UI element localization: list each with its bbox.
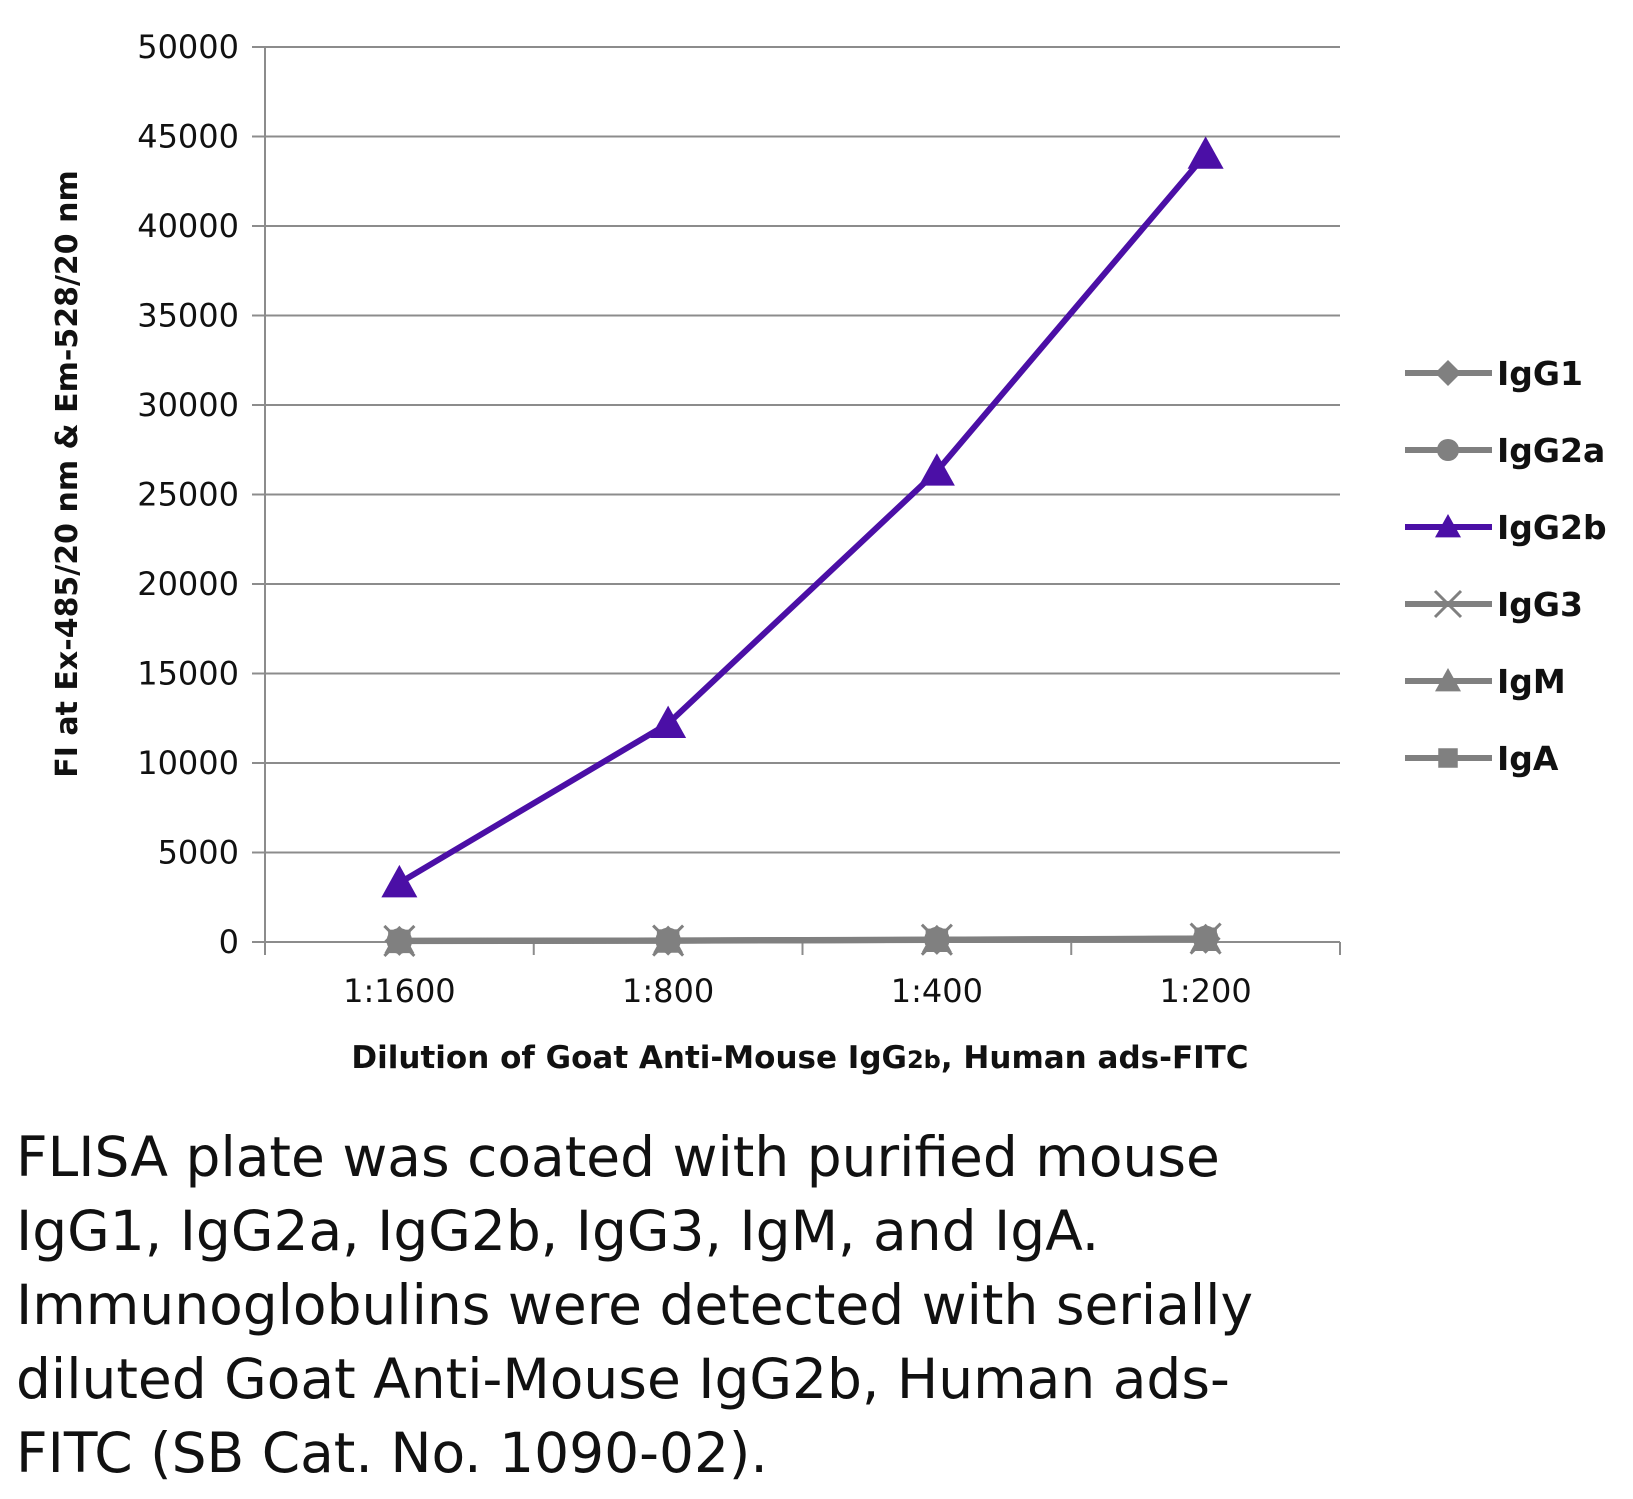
data-point-iga [925,928,949,952]
x-axis-label-tail: , Human ads-FITC [941,1040,1249,1076]
y-tick-label: 30000 [137,386,239,424]
x-axis-label: Dilution of Goat Anti-Mouse IgG2b, Human… [351,1040,1248,1076]
data-point-iga [1194,927,1217,951]
y-tick-label: 0 [219,923,239,961]
legend-item-igg1: IgG1 [1405,354,1583,393]
legend-item-igm: IgM [1405,662,1566,701]
data-point-igg2b [1187,136,1224,169]
x-tick-label: 1:200 [1160,972,1252,1010]
x-tick-label: 1:800 [622,972,714,1010]
x-axis-label-subscript: 2b [907,1046,941,1074]
y-tick-label: 50000 [137,28,239,66]
caption-line: FITC (SB Cat. No. 1090-02). [16,1421,768,1485]
caption-line: Immunoglobulins were detected with seria… [16,1273,1254,1337]
series-line-iga [396,935,1209,944]
series-iga [388,927,1217,953]
x-axis-label-main: Dilution of Goat Anti-Mouse IgG [351,1040,907,1076]
data-point-iga [656,929,680,952]
legend-item-igg2a: IgG2a [1405,431,1605,470]
y-tick-label: 25000 [137,476,239,514]
y-axis-label: FI at Ex-485/20 nm & Em-528/20 nm [50,170,85,777]
gridlines [252,46,1340,943]
y-tick-label: 5000 [158,834,239,872]
legend-marker-igg3 [1433,589,1463,619]
series-line-igg2b [396,151,1209,886]
legend-item-iga: IgA [1405,739,1559,778]
legend-marker-igg2a [1436,438,1460,462]
legend-label-igg2b: IgG2b [1497,508,1607,547]
figure-caption: FLISA plate was coated with purified mou… [16,1120,1616,1490]
legend-marker-igm [1435,668,1461,692]
x-tick-labels: 1:1600 1:800 1:400 1:200 [343,972,1252,1010]
data-point-igg2b [650,705,687,739]
legend-marker-iga [1438,748,1458,768]
caption-line: FLISA plate was coated with purified mou… [16,1125,1220,1189]
legend-label-igg1: IgG1 [1497,354,1583,393]
marker-stroke [1433,589,1463,619]
legend-label-igg3: IgG3 [1497,585,1583,624]
y-tick-label: 40000 [137,207,239,245]
legend-label-iga: IgA [1497,739,1559,778]
series-lines [381,136,1224,957]
caption-line: diluted Goat Anti-Mouse IgG2b, Human ads… [16,1347,1230,1411]
legend: IgG1 IgG2a IgG2b IgG3 IgM IgA [1405,354,1607,778]
y-tick-labels: 0 5000 10000 15000 20000 25000 30000 35000 40000… [137,28,239,961]
x-tick-label: 1:400 [891,972,983,1010]
legend-label-igm: IgM [1497,662,1566,701]
legend-marker-igg1 [1435,360,1461,386]
y-tick-label: 15000 [137,655,239,693]
data-point-iga [388,929,411,953]
y-tick-label: 20000 [137,565,239,603]
x-tick-label: 1:1600 [343,972,456,1010]
legend-marker-igg2b [1435,514,1461,538]
legend-item-igg2b: IgG2b [1405,508,1607,547]
y-tick-label: 35000 [137,297,239,335]
legend-item-igg3: IgG3 [1405,585,1583,624]
caption-line: IgG1, IgG2a, IgG2b, IgG3, IgM, and IgA. [16,1199,1100,1263]
y-tick-label: 45000 [137,118,239,156]
y-tick-label: 10000 [137,744,239,782]
data-point-igg2b [381,864,418,898]
elisa-line-chart: 0 5000 10000 15000 20000 25000 30000 35000 40000… [50,28,1607,1076]
data-point-igg2b [918,453,955,486]
legend-label-igg2a: IgG2a [1497,431,1605,470]
series-igg2b [381,136,1224,898]
